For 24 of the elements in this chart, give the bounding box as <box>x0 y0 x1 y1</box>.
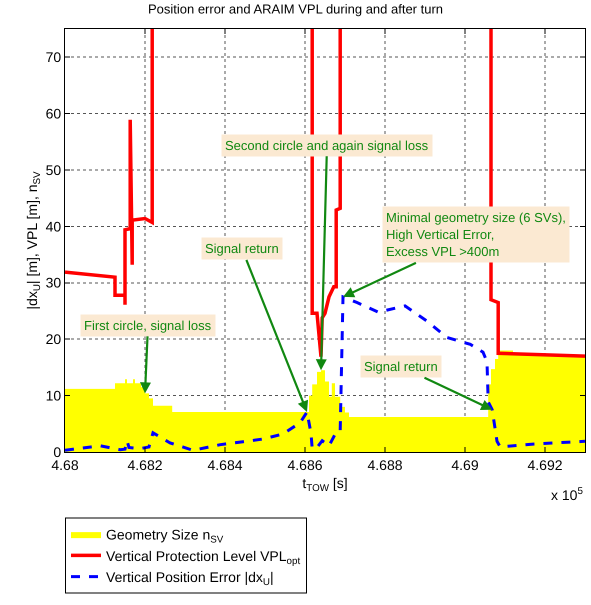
y-tick-label: 30 <box>46 274 62 291</box>
y-tick-label: 40 <box>46 218 62 234</box>
annotation: Second circle and again signal loss <box>225 138 429 153</box>
x-tick-label: 4.692 <box>527 456 563 473</box>
y-tick-label: 60 <box>46 106 62 122</box>
x-tick-label: 4.682 <box>127 456 163 473</box>
x-axis-title: t$_{TOW}$ [s] <box>302 475 348 494</box>
y-tick-label: 70 <box>46 49 62 66</box>
text: x 10$^{5}$ <box>551 486 584 503</box>
annotation: Signal return <box>364 359 438 374</box>
legend-label: Vertical Protection Level VPL$_{opt}$ <box>106 548 300 567</box>
annotation: Minimal geometry size (6 SVs), High Vertical Error, Excess VPL >400m <box>386 210 566 259</box>
annotation: Signal return <box>205 241 279 256</box>
legend-label: Vertical Position Error |dx$_{U}$| <box>106 569 274 588</box>
x-tick-label: 4.688 <box>367 456 403 473</box>
x-tick-label: 4.686 <box>287 456 323 473</box>
x-tick-label: 4.684 <box>207 456 243 473</box>
chart-title: Position error and ARAIM VPL during and after turn <box>148 1 444 16</box>
legend-label: Geometry Size n$_{SV}$ <box>106 526 224 546</box>
y-tick-label: 20 <box>46 331 62 348</box>
annotation: First circle, signal loss <box>84 318 212 333</box>
y-tick-label: 50 <box>46 162 62 178</box>
y-tick-label: 10 <box>46 388 62 404</box>
x-tick-label: 4.69 <box>451 456 479 473</box>
